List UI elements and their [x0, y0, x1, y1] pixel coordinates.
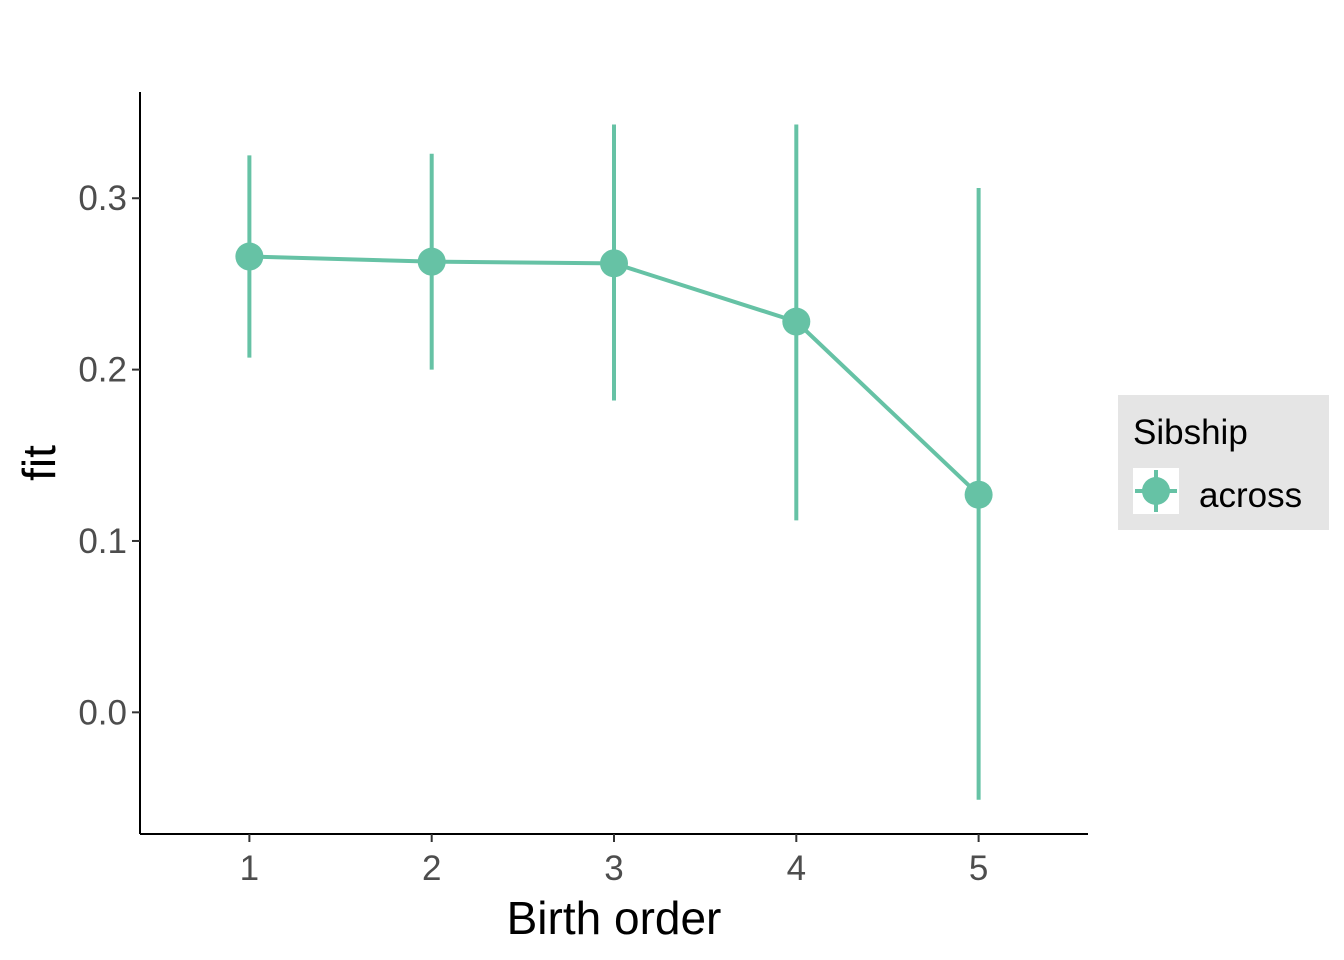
x-tick-label: 1	[240, 849, 259, 888]
x-tick-label: 3	[604, 849, 623, 888]
data-point	[964, 480, 993, 509]
x-tick-label: 5	[969, 849, 988, 888]
x-axis-title: Birth order	[507, 892, 722, 944]
x-tick-label: 4	[787, 849, 806, 888]
data-point	[235, 242, 264, 271]
y-axis-title: fit	[13, 445, 65, 481]
data-point	[417, 247, 446, 276]
x-axis-ticks: 1 2 3 4 5	[240, 834, 988, 888]
legend-key-point	[1142, 477, 1170, 505]
y-tick-label: 0.0	[78, 693, 127, 732]
x-tick-label: 2	[422, 849, 441, 888]
y-tick-label: 0.1	[78, 522, 127, 561]
plot-marks	[235, 124, 993, 800]
legend: Sibship across	[1118, 395, 1329, 530]
y-tick-label: 0.2	[78, 351, 127, 390]
legend-title: Sibship	[1133, 413, 1248, 452]
y-tick-label: 0.3	[78, 179, 127, 218]
y-axis-ticks: 0.0 0.1 0.2 0.3	[78, 179, 140, 732]
legend-entry-label: across	[1199, 476, 1302, 515]
data-point	[600, 249, 628, 278]
data-point	[782, 307, 811, 336]
